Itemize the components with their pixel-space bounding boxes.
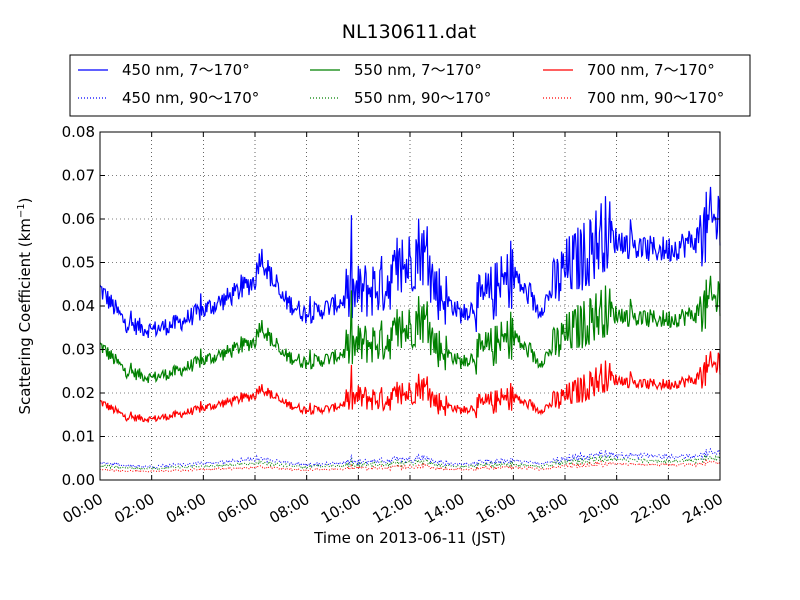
axis-ticks xyxy=(99,131,721,481)
x-axis-title: Time on 2013-06-11 (JST) xyxy=(313,529,506,547)
y-axis-title-main: Scattering Coefficient (km xyxy=(16,218,34,414)
legend-label-1: 450 nm, 90～170° xyxy=(122,89,259,107)
y-tick-label: 0.00 xyxy=(62,471,95,489)
y-tick-label: 0.02 xyxy=(62,384,95,402)
legend-label-3: 550 nm, 90～170° xyxy=(354,89,491,107)
y-tick-label: 0.03 xyxy=(62,341,95,359)
y-tick-label: 0.07 xyxy=(62,167,95,185)
series-line-1 xyxy=(99,447,721,470)
legend: 450 nm, 7～170° 550 nm, 7～170° 700 nm, 7～17… xyxy=(78,61,724,107)
series-line-4 xyxy=(99,351,721,423)
series-line-2 xyxy=(99,275,721,384)
y-tick-label: 0.08 xyxy=(62,123,95,141)
legend-label-4: 700 nm, 7～170° xyxy=(587,61,715,79)
y-tick-label: 0.05 xyxy=(62,254,95,272)
grid xyxy=(100,132,720,480)
legend-label-0: 450 nm, 7～170° xyxy=(122,61,250,79)
y-tick-label: 0.06 xyxy=(62,210,95,228)
y-tick-labels: 0.00 0.01 0.02 0.03 0.04 0.05 0.06 0.07 0.08 xyxy=(62,123,95,489)
y-tick-label: 0.01 xyxy=(62,428,95,446)
legend-label-5: 700 nm, 90～170° xyxy=(587,89,724,107)
y-tick-label: 0.04 xyxy=(62,297,95,315)
series-line-0 xyxy=(99,186,721,339)
chart-title: NL130611.dat xyxy=(342,21,477,43)
legend-label-2: 550 nm, 7～170° xyxy=(354,61,482,79)
series-line-5 xyxy=(99,458,721,474)
y-axis-title: Scattering Coefficient (km−1) xyxy=(16,197,34,414)
series-lines xyxy=(99,186,721,474)
legend-box xyxy=(69,54,751,117)
y-axis-title-exponent: −1 xyxy=(16,203,27,218)
y-axis-title-close: ) xyxy=(16,197,34,203)
